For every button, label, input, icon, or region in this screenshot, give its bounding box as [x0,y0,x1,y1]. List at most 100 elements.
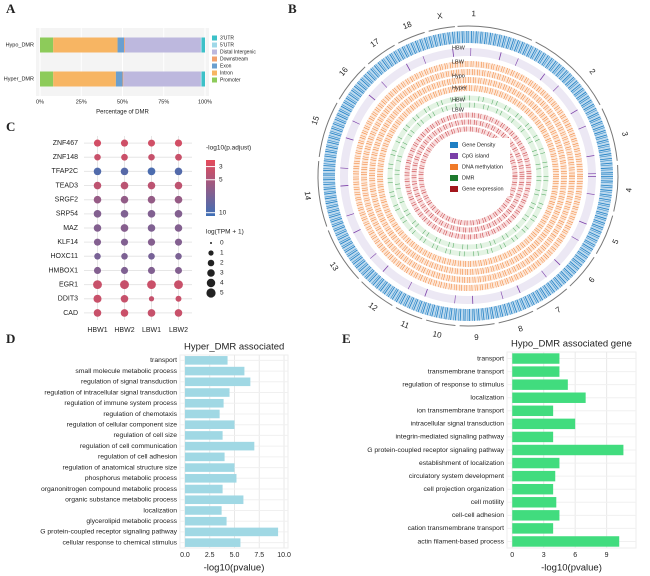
bar-segment [200,37,202,53]
dot [174,210,183,218]
legend-swatch [212,56,217,62]
bar [184,463,235,472]
bar [512,523,554,534]
dot [148,296,155,302]
bar [184,356,228,365]
chromosome-arc [601,108,618,161]
bar-segment [40,37,54,53]
expression-ring [404,112,532,240]
track-label: Hyper [452,85,467,91]
y-tick-label: HMBOX1 [48,267,78,274]
y-tick-label: MAZ [63,225,79,232]
legend-label: Intron [220,70,233,76]
legend-swatch [450,153,458,159]
chromosome-label: 9 [474,333,479,342]
chromosome-label: 11 [399,319,411,331]
bar-segment [201,71,205,87]
bar [512,536,620,547]
dot [93,224,102,232]
bar [184,484,223,494]
dot [174,181,183,190]
bar [512,457,560,469]
y-tick-label: regulation of intracellular signal trans… [44,389,177,396]
x-tick-label: 7.5 [254,552,264,559]
panel-label: B [288,1,297,16]
bar [512,470,556,482]
y-tick-label: regulation of chemotaxis [103,411,177,418]
x-tick-label: 3 [542,552,546,559]
methylation-ring [369,77,567,275]
y-tick-label: cell-cell adhesion [452,512,504,519]
x-tick-label: 100% [198,99,212,105]
size-legend-label: 5 [220,290,224,297]
chromosome-arc [367,44,395,65]
chromosome-label: 13 [328,260,341,273]
chromosome-arc [327,230,360,280]
dot [174,309,183,317]
dot [174,167,183,176]
size-legend-dot [208,250,214,256]
legend-label: Promoter [220,77,241,83]
y-tick-label: regulation of immune system process [64,400,177,407]
size-legend-label: 3 [220,270,224,277]
chromosome-label: 1 [471,9,476,18]
legend-swatch [212,49,217,55]
y-tick-label: establishment of localization [419,460,504,467]
y-tick-label: integrin-mediated signaling pathway [396,434,505,441]
y-tick-label: cell motility [471,499,505,506]
y-tick-label: small molecule metabolic process [75,368,177,375]
dot [147,195,156,204]
track-label: HBW [452,45,466,51]
bar [184,388,230,397]
panel-label: E [342,331,351,346]
legend-swatch [212,42,217,48]
dot [174,280,183,290]
bar-segment [53,71,116,87]
y-tick-label: TFAP2C [52,168,78,175]
dot [93,309,102,317]
bar [512,392,586,403]
dot [120,224,129,232]
bar [184,516,227,526]
panel-label: D [6,331,15,346]
bar [512,497,557,508]
bar [184,538,241,547]
dot [175,295,182,302]
dot [147,181,156,190]
bar-segment [122,71,124,87]
track-label: LBW [452,59,465,65]
dmr-ring [394,102,542,250]
dot [147,309,156,317]
chart-title: Hyper_DMR associated [184,342,284,353]
bar [184,377,251,387]
bar-segment [124,37,125,53]
chromosome-arc [613,164,619,212]
y-tick-label: regulation of cell communication [80,443,177,450]
track-label: LBW [452,107,465,113]
dot [120,294,129,303]
bar [512,405,554,417]
x-tick-label: LBW1 [142,327,161,334]
chromosome-arc [426,319,456,326]
y-tick-label: cellular response to chemical stimulus [63,539,178,546]
bar [512,353,560,364]
legend-swatch [450,142,458,148]
y-tick-label: transport [477,355,504,362]
y-tick-label: ZNF148 [53,154,78,161]
y-tick-label: regulation of anatomical structure size [63,464,178,471]
x-tick-label: HBW1 [87,327,107,334]
x-tick-label: 0.0 [180,552,190,559]
colorbar [206,160,215,216]
x-tick-label: 50% [117,99,128,105]
bar-segment [124,37,201,53]
chromosome-arc [317,161,328,227]
legend-swatch [212,77,217,83]
chromosome-label: 16 [337,65,350,78]
legend-label: CpG island [462,153,489,159]
expression-ring [418,126,518,226]
chromosome-label: 3 [620,131,630,138]
colorbar-label: 10 [219,209,227,216]
size-legend-title: log(TPM + 1) [206,229,244,236]
bar [512,431,554,443]
dot [120,167,129,176]
